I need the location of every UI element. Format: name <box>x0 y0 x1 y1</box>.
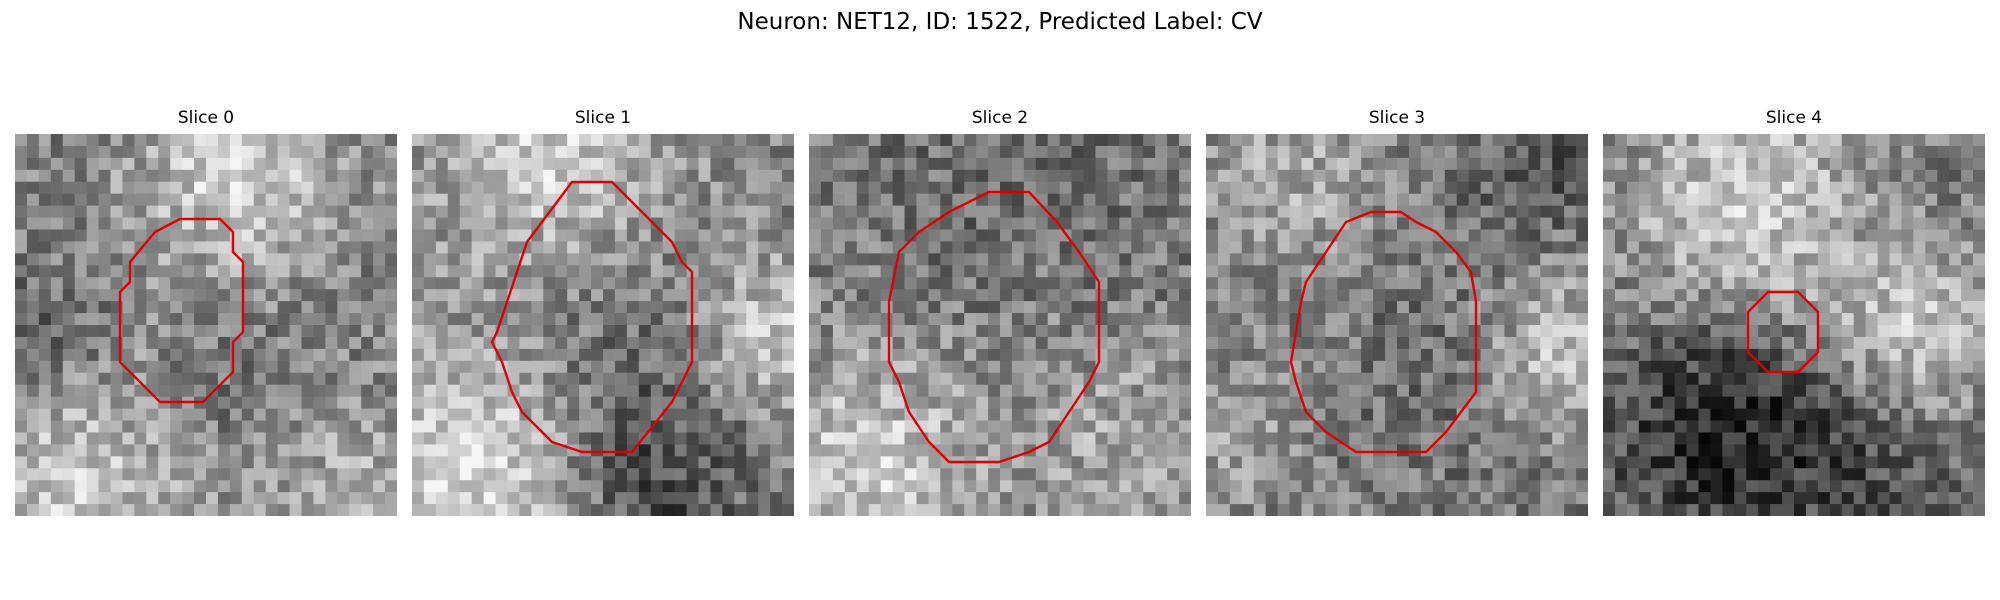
segmentation-contour <box>490 180 694 454</box>
segmentation-contour <box>1746 290 1820 374</box>
slice-title-0: Slice 0 <box>177 108 235 128</box>
slice-image-2 <box>809 134 1191 516</box>
slice-title-4: Slice 4 <box>1765 108 1823 128</box>
slice-panel-3: Slice 3 <box>1206 108 1588 516</box>
slice-panel-0: Slice 0 <box>15 108 397 516</box>
slice-image-0 <box>15 134 397 516</box>
slice-image-4 <box>1603 134 1985 516</box>
slice-title-1: Slice 1 <box>574 108 632 128</box>
segmentation-contour <box>118 217 245 404</box>
figure-title: Neuron: NET12, ID: 1522, Predicted Label… <box>737 9 1263 35</box>
slice-panel-1: Slice 1 <box>412 108 794 516</box>
slice-panel-4: Slice 4 <box>1603 108 1985 516</box>
slice-title-3: Slice 3 <box>1368 108 1426 128</box>
slice-panel-2: Slice 2 <box>809 108 1191 516</box>
slice-title-2: Slice 2 <box>971 108 1029 128</box>
segmentation-contour <box>1289 210 1478 454</box>
slice-image-1 <box>412 134 794 516</box>
slice-image-3 <box>1206 134 1588 516</box>
segmentation-contour <box>887 190 1101 464</box>
